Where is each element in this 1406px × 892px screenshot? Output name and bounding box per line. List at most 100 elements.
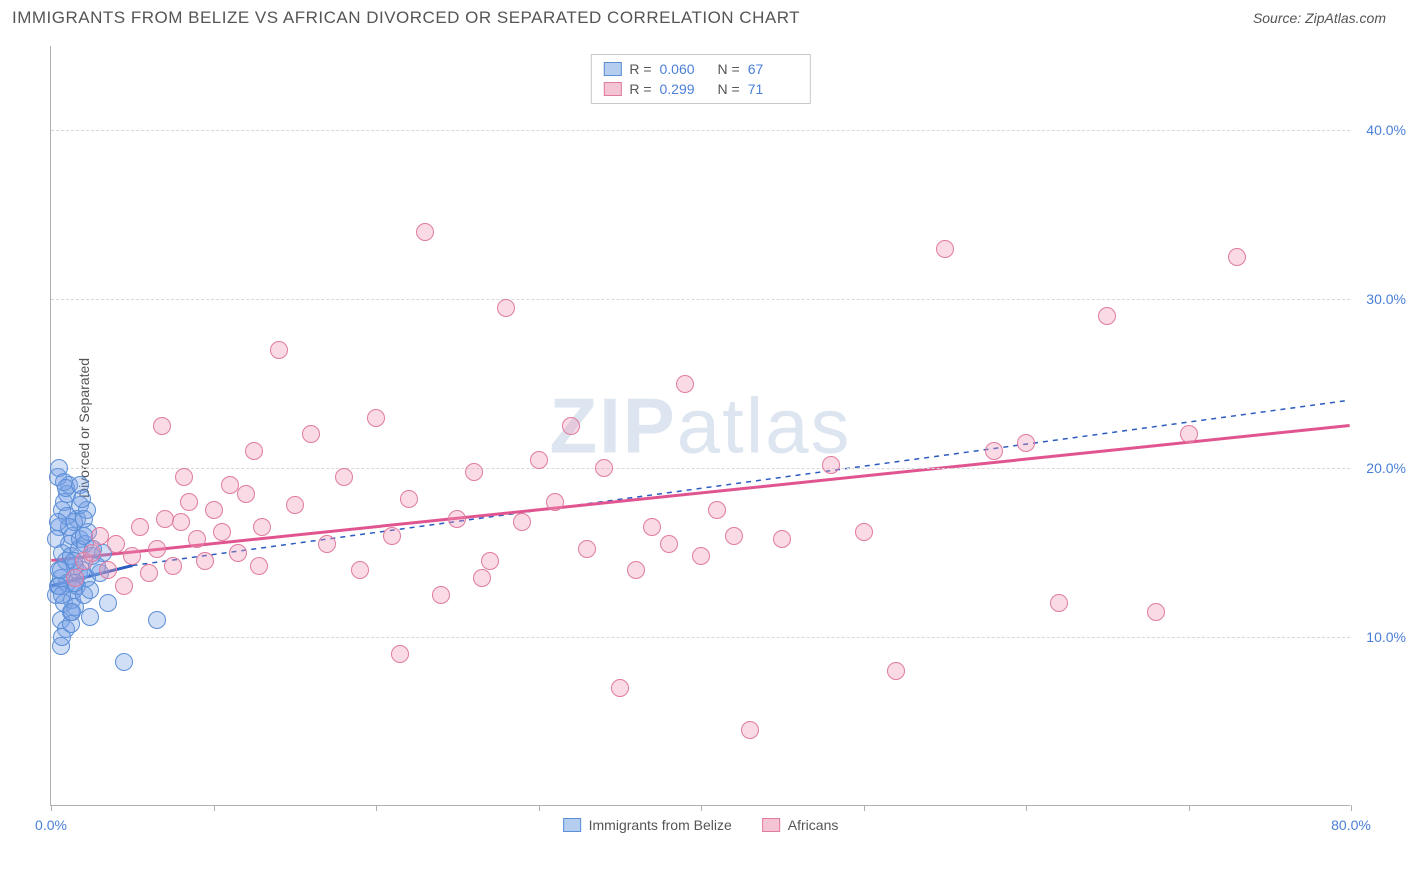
trend-lines xyxy=(51,46,1350,805)
data-point xyxy=(692,547,710,565)
data-point xyxy=(741,721,759,739)
data-point xyxy=(773,530,791,548)
x-tick xyxy=(864,805,865,811)
x-tick xyxy=(701,805,702,811)
data-point xyxy=(83,544,101,562)
data-point xyxy=(47,530,65,548)
swatch-icon xyxy=(563,818,581,832)
series-legend: Immigrants from Belize Africans xyxy=(563,817,839,833)
swatch-icon xyxy=(603,82,621,96)
data-point xyxy=(253,518,271,536)
data-point xyxy=(725,527,743,545)
data-point xyxy=(196,552,214,570)
data-point xyxy=(367,409,385,427)
data-point xyxy=(383,527,401,545)
data-point xyxy=(822,456,840,474)
data-point xyxy=(855,523,873,541)
data-point xyxy=(188,530,206,548)
data-point xyxy=(318,535,336,553)
data-point xyxy=(156,510,174,528)
data-point xyxy=(513,513,531,531)
legend-item: Immigrants from Belize xyxy=(563,817,732,833)
data-point xyxy=(81,581,99,599)
data-point xyxy=(660,535,678,553)
data-point xyxy=(140,564,158,582)
x-tick xyxy=(1351,805,1352,811)
legend-item: Africans xyxy=(762,817,839,833)
data-point xyxy=(985,442,1003,460)
data-point xyxy=(391,645,409,663)
data-point xyxy=(465,463,483,481)
data-point xyxy=(153,417,171,435)
data-point xyxy=(172,513,190,531)
x-tick xyxy=(1026,805,1027,811)
data-point xyxy=(175,468,193,486)
data-point xyxy=(351,561,369,579)
data-point xyxy=(432,586,450,604)
data-point xyxy=(1180,425,1198,443)
data-point xyxy=(63,603,81,621)
data-point xyxy=(1017,434,1035,452)
data-point xyxy=(302,425,320,443)
y-tick-label: 30.0% xyxy=(1366,291,1406,307)
data-point xyxy=(335,468,353,486)
data-point xyxy=(49,513,67,531)
chart-title: IMMIGRANTS FROM BELIZE VS AFRICAN DIVORC… xyxy=(12,8,800,28)
data-point xyxy=(481,552,499,570)
data-point xyxy=(99,594,117,612)
data-point xyxy=(708,501,726,519)
data-point xyxy=(270,341,288,359)
gridline xyxy=(51,637,1350,638)
swatch-icon xyxy=(603,62,621,76)
data-point xyxy=(73,490,91,508)
data-point xyxy=(627,561,645,579)
data-point xyxy=(53,586,71,604)
data-point xyxy=(221,476,239,494)
x-tick xyxy=(214,805,215,811)
x-tick xyxy=(376,805,377,811)
gridline xyxy=(51,299,1350,300)
data-point xyxy=(75,510,93,528)
data-point xyxy=(448,510,466,528)
data-point xyxy=(473,569,491,587)
data-point xyxy=(887,662,905,680)
data-point xyxy=(546,493,564,511)
data-point xyxy=(578,540,596,558)
data-point xyxy=(107,535,125,553)
data-point xyxy=(497,299,515,317)
data-point xyxy=(115,577,133,595)
data-point xyxy=(416,223,434,241)
data-point xyxy=(250,557,268,575)
data-point xyxy=(1050,594,1068,612)
data-point xyxy=(66,569,84,587)
y-tick-label: 20.0% xyxy=(1366,460,1406,476)
data-point xyxy=(611,679,629,697)
x-tick-label: 80.0% xyxy=(1331,817,1371,833)
data-point xyxy=(245,442,263,460)
y-tick-label: 40.0% xyxy=(1366,122,1406,138)
data-point xyxy=(123,547,141,565)
data-point xyxy=(229,544,247,562)
swatch-icon xyxy=(762,818,780,832)
gridline xyxy=(51,130,1350,131)
data-point xyxy=(1098,307,1116,325)
data-point xyxy=(400,490,418,508)
data-point xyxy=(91,527,109,545)
x-tick xyxy=(539,805,540,811)
data-point xyxy=(643,518,661,536)
data-point xyxy=(213,523,231,541)
legend-row: R = 0.060 N = 67 xyxy=(603,59,797,79)
data-point xyxy=(99,561,117,579)
data-point xyxy=(237,485,255,503)
gridline xyxy=(51,468,1350,469)
data-point xyxy=(595,459,613,477)
data-point xyxy=(286,496,304,514)
correlation-legend: R = 0.060 N = 67 R = 0.299 N = 71 xyxy=(590,54,810,104)
data-point xyxy=(676,375,694,393)
data-point xyxy=(530,451,548,469)
data-point xyxy=(148,540,166,558)
data-point xyxy=(81,608,99,626)
x-tick xyxy=(51,805,52,811)
chart-source: Source: ZipAtlas.com xyxy=(1253,10,1386,26)
data-point xyxy=(180,493,198,511)
